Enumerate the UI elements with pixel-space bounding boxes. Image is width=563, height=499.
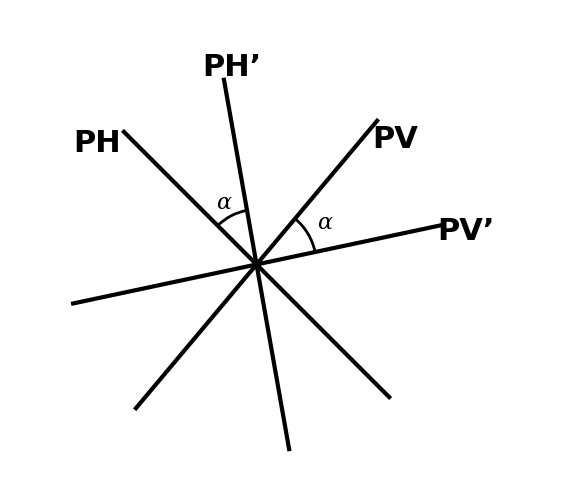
- Text: PV’: PV’: [437, 217, 495, 246]
- Text: PH: PH: [73, 129, 120, 158]
- Text: PH’: PH’: [203, 53, 262, 82]
- Text: α: α: [216, 192, 231, 214]
- Text: PV: PV: [373, 125, 419, 154]
- Text: α: α: [318, 213, 333, 235]
